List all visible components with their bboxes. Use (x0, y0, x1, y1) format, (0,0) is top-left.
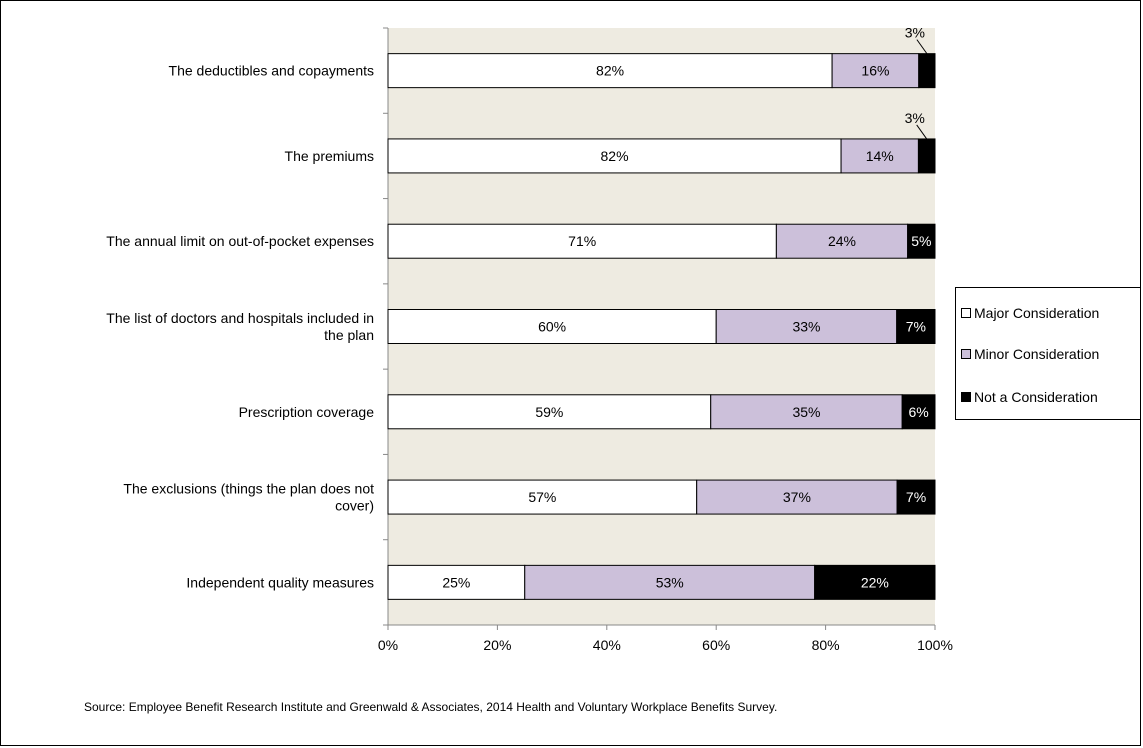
x-tick-label: 0% (378, 637, 398, 653)
category-label: Prescription coverage (239, 404, 375, 420)
bar-segment-minor (696, 479, 898, 515)
bar-segment-not (917, 138, 936, 174)
bar-segment-minor (715, 309, 898, 344)
data-label: 60% (538, 319, 566, 335)
data-label: 57% (528, 489, 556, 505)
bar-segment-not (901, 394, 936, 430)
category-label: the plan (324, 327, 374, 343)
category-label: Independent quality measures (186, 574, 374, 590)
bar-segment-not (907, 223, 936, 259)
data-label: 35% (792, 404, 820, 420)
bar-segment-minor (710, 394, 903, 430)
legend-item-minor: Minor Consideration (956, 344, 1099, 364)
data-label: 71% (568, 233, 596, 249)
x-tick-label: 100% (917, 637, 953, 653)
category-label: cover) (335, 498, 374, 514)
source-note: Source: Employee Benefit Research Instit… (84, 700, 778, 714)
bar-segment-major (387, 223, 777, 259)
data-label: 6% (908, 404, 928, 420)
bar-segment-major (387, 479, 698, 515)
bar-segment-major (387, 564, 526, 600)
data-label: 7% (906, 489, 926, 505)
data-label: 16% (861, 63, 889, 79)
data-label: 7% (906, 319, 926, 335)
legend-label-not: Not a Consideration (974, 389, 1098, 405)
category-label: The deductibles and copayments (169, 63, 374, 79)
data-label: 3% (905, 25, 925, 41)
bar-segment-minor (775, 223, 909, 259)
data-label: 5% (911, 233, 931, 249)
category-label: The annual limit on out-of-pocket expens… (106, 233, 374, 249)
data-label: 25% (442, 574, 470, 590)
legend-item-major: Major Consideration (956, 303, 1099, 323)
legend-label-minor: Minor Consideration (974, 346, 1100, 362)
bar-segment-major (387, 53, 833, 89)
bar-segment-minor (831, 53, 920, 89)
bar-segment-not (918, 53, 936, 89)
data-label: 33% (792, 319, 820, 335)
bar-segment-major (387, 138, 842, 174)
data-label: 14% (866, 148, 894, 164)
x-tick-label: 80% (812, 637, 840, 653)
bar-segment-not (814, 564, 936, 600)
x-tick-label: 40% (593, 637, 621, 653)
data-label: 3% (905, 110, 925, 126)
bar-segment-minor (840, 138, 919, 174)
bar-segment-not (896, 309, 936, 344)
legend-swatch-not (961, 392, 971, 402)
bar-segment-major (387, 394, 712, 430)
data-label: 59% (535, 404, 563, 420)
data-label-leader (916, 124, 928, 140)
category-label: The exclusions (things the plan does not (123, 481, 374, 497)
x-tick-label: 60% (702, 637, 730, 653)
data-label: 82% (596, 63, 624, 79)
x-tick-label: 20% (483, 637, 511, 653)
data-label: 24% (828, 233, 856, 249)
bar-segment-minor (524, 564, 816, 600)
legend-swatch-minor (961, 349, 971, 359)
legend-item-not: Not a Consideration (956, 387, 1098, 407)
data-label: 37% (783, 489, 811, 505)
category-label: The list of doctors and hospitals includ… (106, 310, 374, 326)
data-label-leader (916, 39, 928, 54)
bar-segment-not (896, 479, 936, 515)
data-label: 53% (656, 574, 684, 590)
legend: Major Consideration Minor Consideration … (955, 287, 1141, 420)
data-label: 22% (861, 574, 889, 590)
data-label: 82% (601, 148, 629, 164)
category-label: The premiums (285, 148, 374, 164)
legend-swatch-major (961, 308, 971, 318)
legend-label-major: Major Consideration (974, 305, 1100, 321)
